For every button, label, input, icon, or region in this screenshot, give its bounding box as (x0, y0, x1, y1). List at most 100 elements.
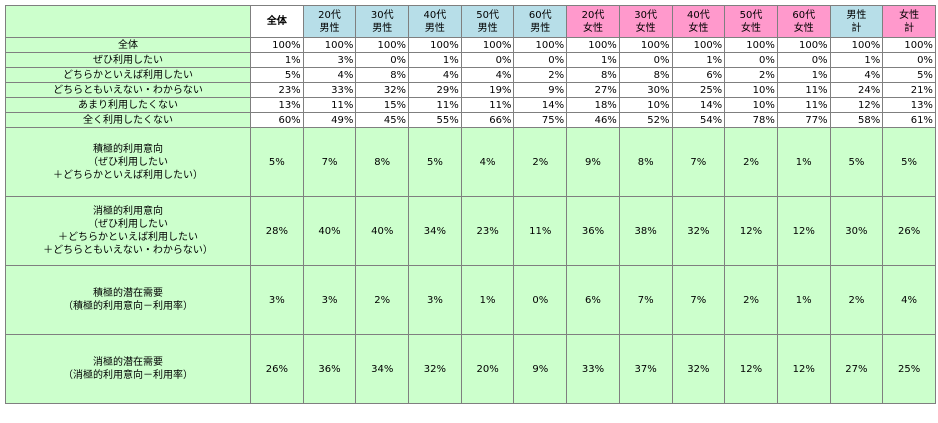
column-header: 20代 女性 (566, 5, 620, 38)
row-label: 積極的利用意向 （ぜひ利用したい ＋どちらかといえば利用したい） (5, 127, 251, 197)
cell-line: 男性 (530, 22, 551, 34)
value-cell: 8% (618, 127, 673, 197)
value-cell: 1% (829, 52, 884, 68)
value-cell: 49% (302, 112, 357, 128)
data-row: どちらともいえない・わからない 23% 33% 32% 29% 19% 9% 27% 30% 25… (5, 82, 936, 98)
cell-line: ＋どちらともいえない・わからない） (43, 245, 213, 256)
value-cell: 37% (618, 334, 673, 404)
cell-line: 男性 (477, 22, 498, 34)
value-cell: 4% (829, 67, 884, 83)
value-cell: 33% (566, 334, 620, 404)
value-cell: 58% (829, 112, 884, 128)
value-cell: 1% (671, 52, 726, 68)
value-cell: 3% (408, 265, 462, 335)
value-cell: 11% (776, 97, 831, 113)
value-cell: 0% (355, 52, 410, 68)
value-cell: 100% (460, 37, 515, 53)
value-cell: 1% (408, 52, 462, 68)
value-cell: 30% (829, 196, 884, 266)
value-cell: 10% (724, 97, 778, 113)
value-cell: 2% (513, 127, 568, 197)
cell-line: どちらともいえない・わからない (53, 84, 203, 96)
value-cell: 8% (355, 67, 410, 83)
cell-line: 40代 (423, 9, 447, 21)
value-cell: 34% (408, 196, 462, 266)
value-cell: 13% (250, 97, 304, 113)
value-cell: 19% (460, 82, 515, 98)
value-cell: 12% (776, 196, 831, 266)
column-header: 30代 女性 (618, 5, 673, 38)
cell-line: 計 (904, 22, 915, 34)
value-cell: 11% (460, 97, 515, 113)
cell-line: 女性 (688, 22, 709, 34)
value-cell: 15% (355, 97, 410, 113)
value-cell: 100% (408, 37, 462, 53)
value-cell: 2% (355, 265, 410, 335)
value-cell: 2% (829, 265, 884, 335)
value-cell: 8% (566, 67, 620, 83)
value-cell: 23% (250, 82, 304, 98)
value-cell: 77% (776, 112, 831, 128)
value-cell: 0% (724, 52, 778, 68)
value-cell: 5% (882, 127, 936, 197)
value-cell: 6% (671, 67, 726, 83)
cell-line: 40代 (686, 9, 710, 21)
value-cell: 32% (671, 334, 726, 404)
value-cell: 29% (408, 82, 462, 98)
value-cell: 9% (513, 82, 568, 98)
value-cell: 10% (724, 82, 778, 98)
column-header: 30代 男性 (355, 5, 410, 38)
value-cell: 12% (829, 97, 884, 113)
cell-line: 女性 (793, 22, 814, 34)
value-cell: 32% (355, 82, 410, 98)
cell-line: 50代 (739, 9, 763, 21)
row-label: あまり利用したくない (5, 97, 251, 113)
value-cell: 32% (671, 196, 726, 266)
value-cell: 2% (724, 67, 778, 83)
value-cell: 1% (460, 265, 515, 335)
value-cell: 100% (618, 37, 673, 53)
value-cell: 100% (355, 37, 410, 53)
value-cell: 5% (250, 127, 304, 197)
cell-line: 男性 (424, 22, 445, 34)
value-cell: 4% (460, 67, 515, 83)
cell-line: （積極的利用意向－利用率） (63, 301, 193, 312)
value-cell: 11% (302, 97, 357, 113)
value-cell: 33% (302, 82, 357, 98)
cell-line: 60代 (528, 9, 552, 21)
cell-line: 男性 (846, 9, 867, 21)
data-row: 消極的利用意向 （ぜひ利用したい ＋どちらかといえば利用したい ＋どちらともいえない・… (5, 196, 936, 266)
cell-line: あまり利用したくない (78, 99, 178, 111)
cell-line: （ぜひ利用したい (88, 156, 168, 168)
value-cell: 14% (671, 97, 726, 113)
column-header: 40代 男性 (408, 5, 462, 38)
value-cell: 46% (566, 112, 620, 128)
value-cell: 4% (460, 127, 515, 197)
value-cell: 26% (882, 196, 936, 266)
cell-line: 女性 (582, 22, 603, 34)
value-cell: 14% (513, 97, 568, 113)
cell-line: 男性 (319, 22, 340, 34)
cell-line: 60代 (792, 9, 816, 21)
value-cell: 0% (882, 52, 936, 68)
value-cell: 100% (882, 37, 936, 53)
cell-line: 30代 (370, 9, 394, 21)
value-cell: 0% (618, 52, 673, 68)
cell-line: 女性 (899, 9, 920, 21)
cell-line: 全く利用したくない (83, 114, 173, 126)
value-cell: 38% (618, 196, 673, 266)
cell-line: 30代 (634, 9, 658, 21)
value-cell: 11% (776, 82, 831, 98)
value-cell: 26% (250, 334, 304, 404)
value-cell: 1% (776, 265, 831, 335)
value-cell: 25% (671, 82, 726, 98)
cell-line: 男性 (372, 22, 393, 34)
value-cell: 0% (513, 265, 568, 335)
value-cell: 45% (355, 112, 410, 128)
column-header: 50代 女性 (724, 5, 778, 38)
value-cell: 2% (724, 127, 778, 197)
data-row: 全体 100% 100% 100% 100% 100% 100% 100% 100% 100% 10… (5, 37, 936, 53)
cell-line: 女性 (741, 22, 762, 34)
value-cell: 5% (882, 67, 936, 83)
